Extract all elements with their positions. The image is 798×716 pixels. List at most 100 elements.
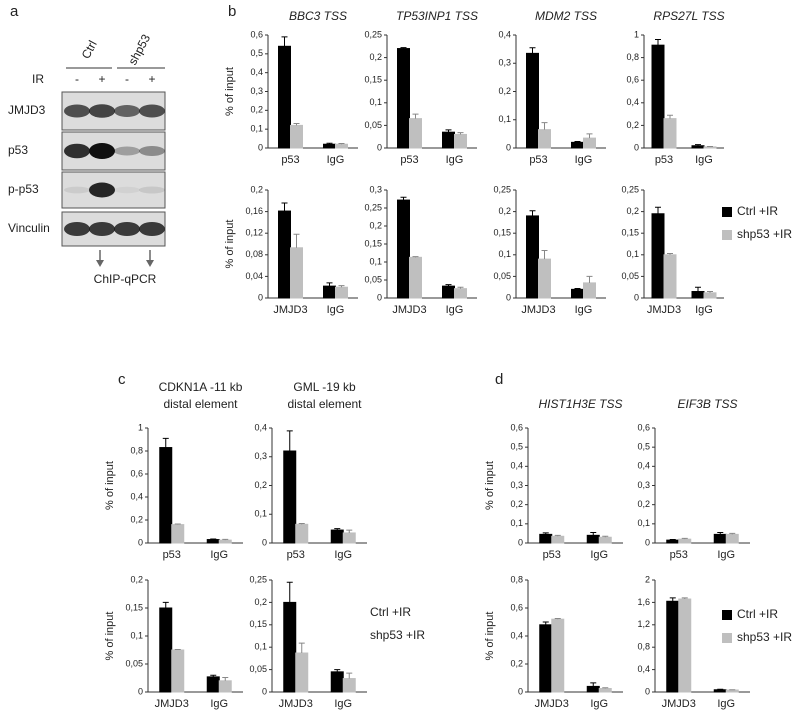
arrow-head	[146, 260, 154, 267]
y-tick-label: 0	[377, 292, 382, 302]
panel-label: d	[495, 371, 503, 388]
error-bar	[412, 256, 419, 258]
bar	[409, 118, 422, 149]
legend-swatch	[722, 230, 732, 240]
x-tick-label: JMJD3	[273, 304, 307, 316]
error-bar	[445, 284, 452, 287]
bar	[335, 143, 348, 149]
error-bar	[529, 210, 536, 216]
error-bar	[695, 144, 701, 146]
error-bar	[346, 529, 353, 533]
blot-band	[89, 143, 115, 159]
y-tick-label: 0	[138, 686, 143, 696]
blot-band	[139, 104, 165, 118]
blot-band	[114, 146, 140, 156]
y-axis-label: % of input	[224, 220, 236, 269]
bar	[586, 685, 600, 693]
y-tick-label: 0	[518, 537, 523, 547]
arrow-head	[96, 260, 104, 267]
y-tick-label: 0,5	[510, 442, 523, 452]
bar	[295, 523, 309, 544]
error-bar	[412, 113, 419, 119]
error-bar	[681, 597, 688, 600]
x-tick-label: IgG	[717, 549, 735, 561]
bar	[678, 538, 692, 544]
y-tick-label: 0,4	[250, 67, 263, 77]
error-bar	[554, 534, 561, 537]
y-tick-label: 0,6	[637, 422, 650, 432]
bar	[526, 52, 539, 149]
error-bar	[210, 538, 217, 540]
y-tick-label: 0	[645, 537, 650, 547]
x-tick-label: JMJD3	[535, 698, 569, 710]
panel-label: b	[228, 3, 236, 20]
y-tick-label: 0,15	[125, 602, 143, 612]
x-tick-label: IgG	[210, 698, 228, 710]
legend-label: Ctrl +IR	[737, 607, 778, 621]
y-tick-label: 0,3	[369, 184, 382, 194]
chart-title: HIST1H3E TSS	[538, 397, 622, 411]
bar	[691, 145, 705, 149]
y-tick-label: 0,6	[130, 468, 143, 478]
y-tick-label: 0	[262, 686, 267, 696]
lane-label: -	[75, 72, 79, 86]
y-tick-label: 0,4	[510, 630, 523, 640]
error-bar	[542, 621, 549, 625]
treatment-label: IR	[32, 72, 44, 86]
y-tick-label: 0,2	[369, 52, 382, 62]
y-tick-label: 0,6	[626, 75, 639, 85]
y-tick-label: 0	[634, 142, 639, 152]
y-tick-label: 0,2	[130, 574, 143, 584]
y-tick-label: 0,12	[245, 228, 263, 238]
bar	[551, 618, 565, 693]
error-bar	[445, 129, 452, 133]
y-axis-label: % of input	[104, 612, 116, 661]
y-tick-label: 0,5	[637, 442, 650, 452]
y-tick-label: 0,4	[626, 97, 639, 107]
chart-title: CDKN1A -11 kb	[159, 380, 243, 394]
y-tick-label: 0,8	[626, 52, 639, 62]
y-tick-label: 0	[258, 142, 263, 152]
bar	[290, 124, 303, 149]
y-tick-label: 0,25	[364, 29, 382, 39]
y-tick-label: 0,1	[254, 642, 267, 652]
error-bar	[298, 642, 305, 654]
y-tick-label: 0	[518, 686, 523, 696]
y-tick-label: 0,8	[637, 642, 650, 652]
blot-band	[89, 182, 115, 198]
bar	[442, 131, 455, 149]
bar	[278, 45, 291, 149]
bar	[725, 533, 739, 544]
error-bar	[334, 669, 341, 672]
error-bar	[707, 291, 713, 293]
legend-label: shp53 +IR	[370, 628, 425, 642]
blot-band	[114, 186, 140, 194]
y-tick-label: 0,15	[249, 619, 267, 629]
group-label: shp53	[125, 32, 153, 68]
x-tick-label: IgG	[210, 549, 228, 561]
legend-swatch	[722, 207, 732, 217]
y-tick-label: 0,1	[250, 124, 263, 134]
error-bar	[400, 196, 407, 201]
error-bar	[602, 535, 609, 538]
error-bar	[695, 286, 701, 292]
x-tick-label: p53	[287, 549, 305, 561]
y-tick-label: 0,4	[130, 491, 143, 501]
bar	[598, 536, 612, 544]
x-tick-label: IgG	[590, 549, 608, 561]
y-tick-label: 0,2	[250, 184, 263, 194]
error-bar	[400, 47, 407, 49]
bar	[290, 247, 303, 299]
panel-label: a	[10, 3, 19, 20]
bar	[454, 133, 467, 149]
bar	[583, 282, 596, 299]
y-tick-label: 0,2	[626, 206, 639, 216]
y-tick-label: 0,4	[498, 29, 511, 39]
blot-band	[64, 104, 90, 118]
y-tick-label: 0,4	[637, 664, 650, 674]
bar	[703, 146, 717, 149]
chart-title: EIF3B TSS	[677, 397, 737, 411]
bar	[666, 600, 680, 693]
x-tick-label: IgG	[446, 304, 464, 316]
x-tick-label: IgG	[575, 154, 593, 166]
